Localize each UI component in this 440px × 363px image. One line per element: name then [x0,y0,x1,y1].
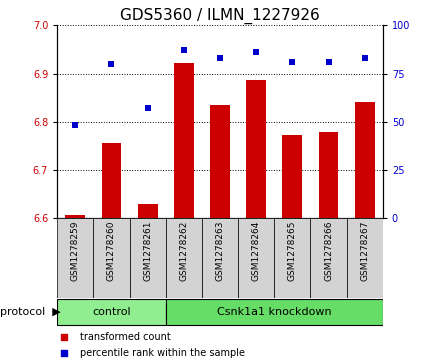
Text: GSM1278263: GSM1278263 [216,221,224,281]
Text: control: control [92,307,131,317]
Bar [238,218,274,298]
Bar [166,218,202,298]
Bar [129,218,166,298]
Point [325,59,332,65]
Point [144,105,151,111]
Point [60,350,67,356]
Text: GSM1278261: GSM1278261 [143,221,152,281]
Point [72,123,79,129]
Text: Csnk1a1 knockdown: Csnk1a1 knockdown [217,307,332,317]
Text: GSM1278266: GSM1278266 [324,221,333,281]
Bar [210,105,230,218]
Point [108,61,115,67]
Text: GSM1278264: GSM1278264 [252,221,260,281]
Bar [274,218,311,298]
Text: GSM1278262: GSM1278262 [180,221,188,281]
Point [361,55,368,61]
Bar [347,218,383,298]
Bar [311,218,347,298]
Bar [57,299,166,325]
Bar [138,204,158,218]
Text: transformed count: transformed count [80,332,171,342]
Bar [246,80,266,218]
Title: GDS5360 / ILMN_1227926: GDS5360 / ILMN_1227926 [120,8,320,24]
Bar [319,132,338,218]
Point [253,49,260,55]
Text: percentile rank within the sample: percentile rank within the sample [80,348,245,358]
Point [180,48,187,53]
Text: protocol  ▶: protocol ▶ [0,307,61,317]
Text: GSM1278265: GSM1278265 [288,221,297,281]
Bar [66,215,85,218]
Text: GSM1278260: GSM1278260 [107,221,116,281]
Point [289,59,296,65]
Bar [355,102,375,218]
Text: GSM1278267: GSM1278267 [360,221,369,281]
Bar [174,64,194,218]
Bar [57,218,93,298]
Point [60,334,67,340]
Bar [166,299,383,325]
Point [216,55,224,61]
Bar [202,218,238,298]
Bar [102,143,121,218]
Bar [282,135,302,218]
Text: GSM1278259: GSM1278259 [71,221,80,281]
Bar [93,218,129,298]
